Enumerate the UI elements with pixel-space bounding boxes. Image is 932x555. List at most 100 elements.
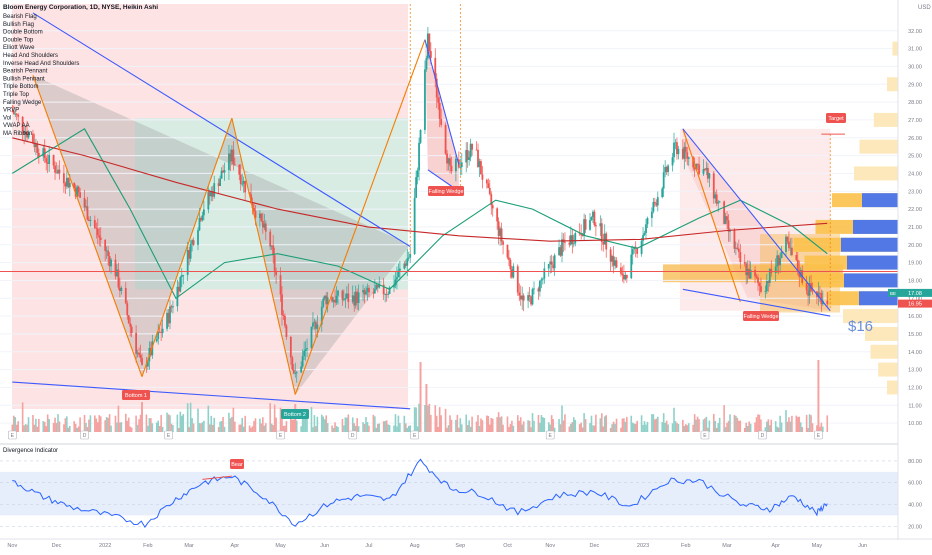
time-tick: Sep (455, 543, 465, 549)
volume-bar (605, 415, 608, 432)
volume-bar (796, 417, 799, 432)
candle-body (705, 167, 708, 170)
volume-bar (343, 425, 345, 432)
candle-body (272, 245, 275, 256)
volume-bar (378, 423, 381, 432)
volume-bar (471, 416, 473, 432)
volume-bar (354, 425, 357, 432)
wedge-2-upper (682, 128, 831, 312)
price-tick: 21.00 (908, 225, 922, 231)
candle-body (409, 254, 412, 258)
volume-bar (172, 424, 174, 432)
volume-bar (602, 426, 605, 432)
volume-bar (188, 427, 190, 432)
candle-body (260, 213, 263, 221)
candle-body (583, 219, 586, 237)
candle-body (592, 211, 594, 218)
candle-body (653, 201, 656, 203)
candle-body (646, 218, 649, 225)
volume-bar (157, 420, 160, 432)
volume-bar (440, 415, 442, 432)
candle-body (437, 97, 440, 103)
volume-bar (21, 402, 24, 432)
candle-body (702, 169, 705, 175)
volume-bar (736, 417, 739, 432)
candle-body (795, 255, 798, 260)
last-price-badge (898, 288, 932, 297)
candle-body (24, 131, 27, 135)
candle-body (413, 197, 416, 255)
volume-bar (325, 415, 328, 432)
candlestick-series (11, 27, 829, 383)
indicator-item: Triple Bottom (3, 84, 38, 90)
volume-bar (497, 412, 500, 432)
candle-body (239, 174, 242, 185)
candle-body (506, 244, 509, 258)
volume-bar (124, 413, 127, 432)
candle-body (362, 290, 364, 293)
candle-body (33, 143, 36, 148)
price-tick: 28.00 (908, 100, 922, 106)
candle-body (161, 328, 164, 333)
volume-bar (208, 424, 211, 432)
volume-bar (692, 424, 694, 432)
candle-body (375, 284, 378, 290)
candle-body (760, 286, 762, 292)
candle-body (671, 157, 674, 166)
volume-bar (55, 422, 58, 432)
candle-body (465, 150, 468, 163)
volume-bar (323, 419, 326, 432)
price-tick: 31.00 (908, 47, 922, 53)
candle-body (581, 235, 584, 237)
candle-body (396, 276, 398, 280)
candle-body (99, 237, 102, 240)
volume-bar (107, 417, 109, 432)
volume-bar (207, 405, 210, 432)
volume-bar (116, 422, 118, 432)
candle-body (569, 235, 572, 245)
volume-bar (810, 415, 812, 432)
volume-bar (581, 427, 584, 432)
candle-body (229, 153, 232, 162)
candle-body (45, 158, 48, 163)
candle-body (594, 225, 597, 227)
candle-body (407, 257, 410, 259)
candle-body (496, 208, 499, 222)
volume-bar (746, 425, 749, 432)
candle-body (79, 192, 82, 198)
candle-body (241, 183, 244, 185)
candle-body (146, 361, 149, 367)
volume-bar (213, 417, 216, 432)
pattern-drawings (12, 4, 845, 410)
volume-bar (481, 420, 484, 432)
candle-body (213, 183, 216, 197)
volume-bar (496, 417, 498, 432)
candle-body (692, 157, 695, 168)
prev-price-badge (898, 299, 932, 308)
volume-bar (248, 425, 251, 432)
time-tick: Dec (52, 543, 62, 549)
volume-bar (808, 414, 811, 432)
volume-bar (478, 425, 481, 432)
price-tick: 11.00 (908, 403, 921, 409)
volume-bar (770, 419, 773, 432)
oscillator-pane (0, 443, 932, 529)
candle-body (770, 268, 773, 273)
volume-bar (661, 422, 664, 432)
trend-upper-line (32, 12, 411, 248)
volume-bar (446, 427, 448, 432)
candle-body (250, 194, 252, 204)
volume-bar (574, 419, 577, 432)
candle-body (521, 295, 524, 300)
volume-bar (686, 425, 689, 432)
volume-bar (511, 420, 513, 432)
volume-bar (418, 403, 420, 432)
candle-body (289, 336, 292, 358)
candle-body (758, 283, 761, 287)
volume-bar (786, 421, 789, 432)
pane-marker-box (276, 430, 285, 440)
candle-body (176, 286, 179, 307)
volume-bar (499, 417, 501, 432)
indicator-item: Vol (3, 115, 11, 121)
